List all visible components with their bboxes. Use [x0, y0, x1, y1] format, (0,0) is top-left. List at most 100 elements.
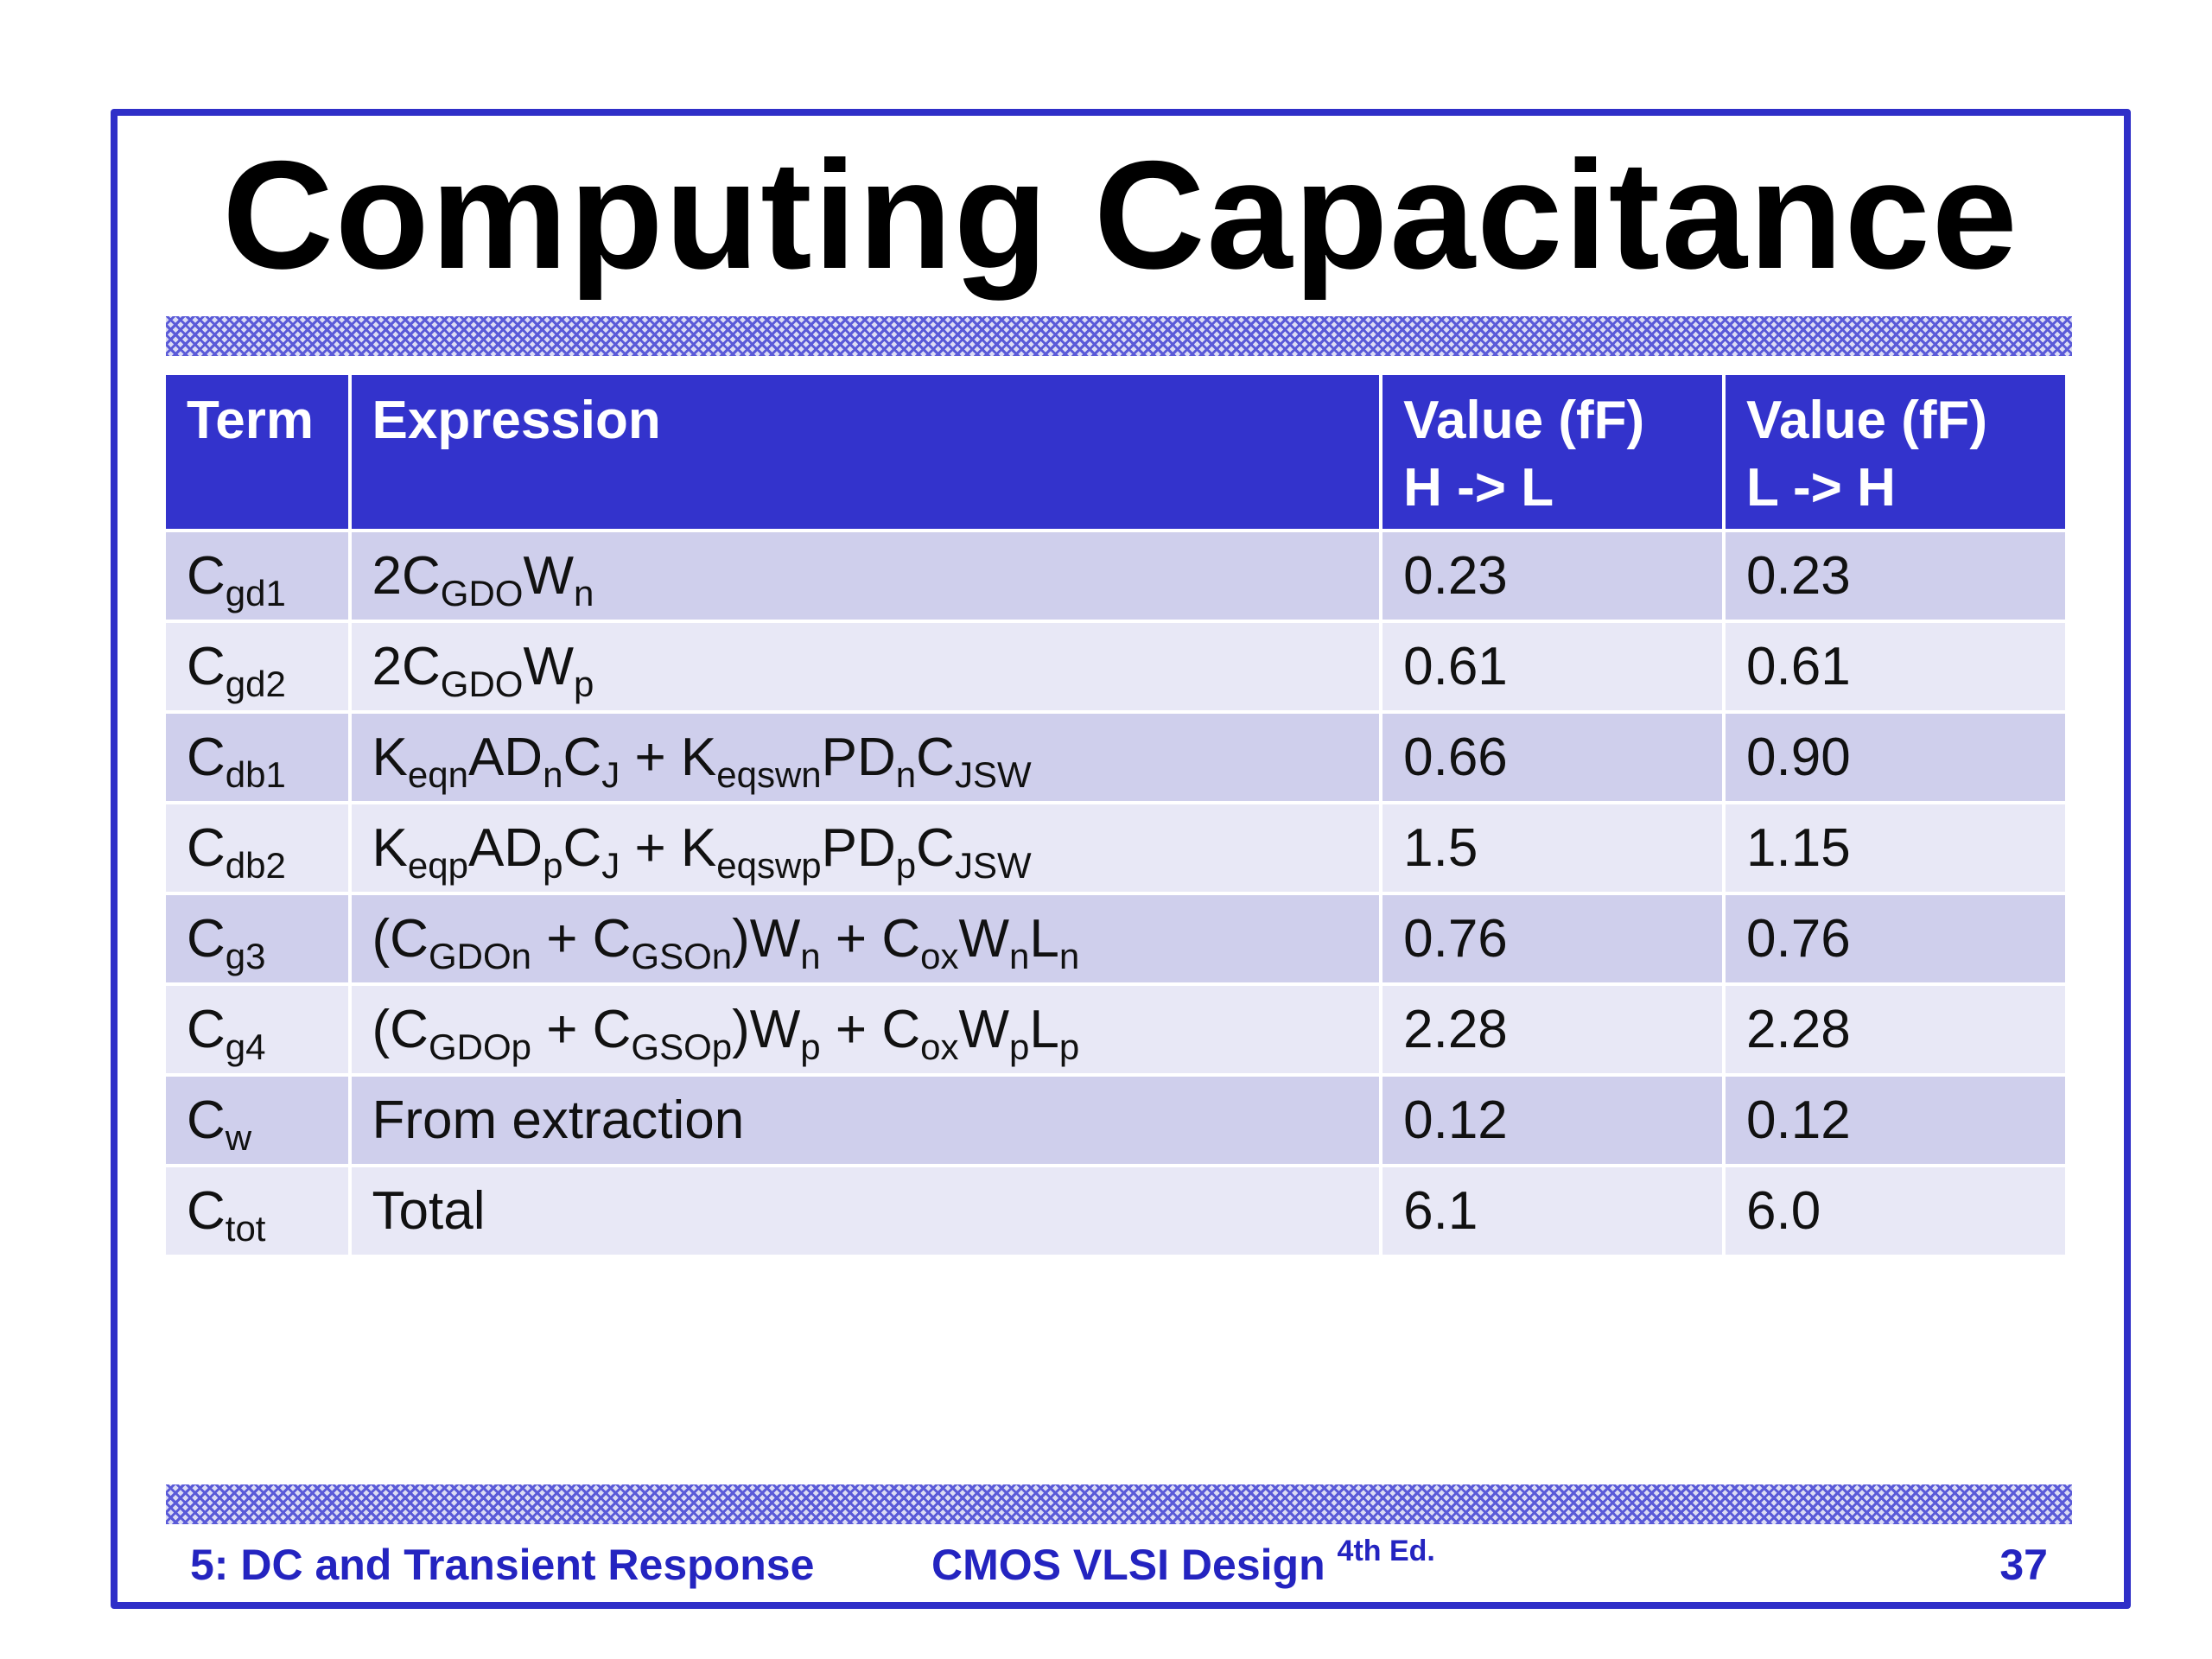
cell-expression-text: AD: [467, 727, 543, 787]
cell-expression: 2CGDOWp: [351, 623, 1380, 710]
table-row: Cw From extraction 0.12 0.12: [166, 1077, 2065, 1164]
cell-term-subscript: g4: [225, 1026, 266, 1067]
footer-page-number: 37: [1999, 1541, 2048, 1589]
header-term: Term: [166, 375, 348, 529]
cell-expression-text: PD: [821, 727, 896, 787]
cell-expression: (CGDOn + CGSOn)Wn + CoxWnLn: [351, 895, 1380, 982]
table-row: Cdb1 KeqnADnCJ + KeqswnPDnCJSW 0.66 0.90: [166, 714, 2065, 801]
cell-value-l-to-h: 0.23: [1726, 532, 2065, 620]
footer-book-title: CMOS VLSI Design 4th Ed.: [931, 1536, 1435, 1589]
cell-expression-subscript: n: [1008, 935, 1030, 976]
cell-expression-subscript: p: [543, 844, 563, 886]
cell-value-l-to-h: 1.15: [1726, 804, 2065, 892]
cell-expression: KeqnADnCJ + KeqswnPDnCJSW: [351, 714, 1380, 801]
cell-expression-text: L: [1029, 999, 1059, 1059]
cell-value-l-to-h: 0.90: [1726, 714, 2065, 801]
cell-expression-text: K: [372, 727, 408, 787]
cell-expression-text: W: [523, 636, 574, 696]
cell-expression-subscript: ox: [920, 935, 959, 976]
cell-expression-text: W: [523, 545, 574, 606]
cell-value-h-to-l: 0.12: [1382, 1077, 1723, 1164]
cell-expression-subscript: n: [1058, 935, 1080, 976]
cell-expression-text: 2C: [372, 545, 441, 606]
cell-expression-text: L: [1029, 908, 1059, 969]
cell-term: Cg3: [166, 895, 348, 982]
cell-expression-subscript: eqswn: [716, 753, 822, 795]
table-body: Cgd1 2CGDOWn 0.23 0.23 Cgd2 2CGDOWp 0.61 0.61 Cd…: [166, 532, 2065, 1255]
cell-term-text: C: [187, 1180, 226, 1241]
cell-value-l-to-h: 0.76: [1726, 895, 2065, 982]
cell-expression-text: + C: [531, 908, 632, 969]
footer-book-name: CMOS VLSI Design: [931, 1541, 1325, 1589]
cell-expression-text: 2C: [372, 636, 441, 696]
header-expression-line1: Expression: [372, 391, 661, 450]
table-row: Ctot Total 6.1 6.0: [166, 1167, 2065, 1255]
cell-value-h-to-l: 0.66: [1382, 714, 1723, 801]
cell-expression: KeqpADpCJ + KeqswpPDpCJSW: [351, 804, 1380, 892]
cell-expression-text: K: [372, 817, 408, 878]
cell-term: Cw: [166, 1077, 348, 1164]
table-row: Cgd1 2CGDOWn 0.23 0.23: [166, 532, 2065, 620]
cell-term-text: C: [187, 999, 226, 1059]
cell-expression: 2CGDOWn: [351, 532, 1380, 620]
cell-value-h-to-l: 1.5: [1382, 804, 1723, 892]
cell-expression-subscript: ox: [920, 1026, 959, 1067]
slide-border: [111, 109, 2131, 1609]
cell-term-subscript: tot: [225, 1207, 266, 1249]
cell-expression-subscript: JSW: [954, 753, 1032, 795]
cell-expression-text: C: [563, 817, 602, 878]
header-value-l-to-h-line2: L -> H: [1746, 458, 1896, 518]
cell-expression-subscript: n: [573, 572, 594, 613]
cell-expression-subscript: GSOn: [631, 935, 733, 976]
cell-expression-subscript: GDOp: [428, 1026, 531, 1067]
cell-expression-subscript: p: [1008, 1026, 1030, 1067]
cell-expression: From extraction: [351, 1077, 1380, 1164]
cell-term-subscript: db1: [225, 753, 286, 795]
cell-term-text: C: [187, 545, 226, 606]
cell-expression-text: C: [563, 727, 602, 787]
cell-term: Cgd2: [166, 623, 348, 710]
cell-value-l-to-h: 0.12: [1726, 1077, 2065, 1164]
header-expression: Expression: [351, 375, 1380, 529]
table-header-row: Term Expression Value (fF) H -> L Value …: [166, 375, 2065, 529]
cell-term: Cdb2: [166, 804, 348, 892]
footer-edition: 4th Ed.: [1337, 1535, 1435, 1567]
cell-expression-subscript: n: [543, 753, 563, 795]
cell-expression-text: Total: [372, 1180, 486, 1241]
cell-expression-text: W: [958, 999, 1009, 1059]
cell-value-h-to-l: 6.1: [1382, 1167, 1723, 1255]
header-term-line1: Term: [187, 391, 315, 450]
header-value-l-to-h-line1: Value (fF): [1746, 391, 1988, 450]
cell-term: Cdb1: [166, 714, 348, 801]
cell-expression-subscript: p: [1058, 1026, 1080, 1067]
cell-expression-text: + K: [620, 817, 717, 878]
cell-expression-text: )W: [732, 999, 801, 1059]
cell-value-l-to-h: 6.0: [1726, 1167, 2065, 1255]
table-row: Cdb2 KeqpADpCJ + KeqswpPDpCJSW 1.5 1.15: [166, 804, 2065, 892]
cell-expression-subscript: n: [895, 753, 917, 795]
top-hatch-divider: [166, 316, 2072, 356]
cell-expression-subscript: n: [800, 935, 821, 976]
cell-expression-subscript: GDO: [440, 663, 524, 704]
cell-term-subscript: gd1: [225, 572, 286, 613]
cell-expression: Total: [351, 1167, 1380, 1255]
cell-term: Cgd1: [166, 532, 348, 620]
cell-expression-subscript: J: [601, 753, 620, 795]
cell-expression-subscript: eqp: [407, 844, 468, 886]
capacitance-table: Term Expression Value (fF) H -> L Value …: [162, 372, 2069, 1258]
cell-value-l-to-h: 2.28: [1726, 986, 2065, 1073]
header-value-l-to-h: Value (fF) L -> H: [1726, 375, 2065, 529]
cell-expression-subscript: p: [895, 844, 917, 886]
cell-term-subscript: w: [225, 1116, 252, 1158]
table-row: Cg3 (CGDOn + CGSOn)Wn + CoxWnLn 0.76 0.76: [166, 895, 2065, 982]
cell-value-h-to-l: 2.28: [1382, 986, 1723, 1073]
cell-expression-text: W: [958, 908, 1009, 969]
cell-term-text: C: [187, 908, 226, 969]
cell-expression-subscript: J: [601, 844, 620, 886]
cell-expression-subscript: p: [800, 1026, 821, 1067]
header-value-h-to-l-line1: Value (fF): [1403, 391, 1645, 450]
cell-expression-text: PD: [821, 817, 896, 878]
footer-chapter: 5: DC and Transient Response: [190, 1541, 815, 1589]
cell-expression-text: + K: [620, 727, 717, 787]
cell-expression-text: + C: [820, 908, 921, 969]
